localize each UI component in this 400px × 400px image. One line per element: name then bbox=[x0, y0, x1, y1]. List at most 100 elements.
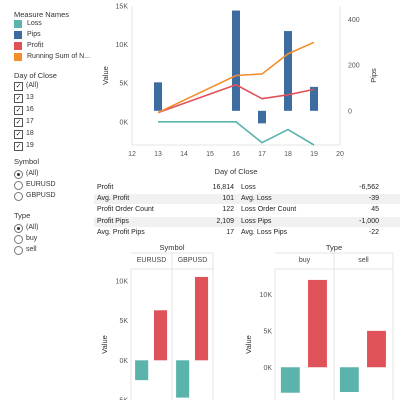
pips-bar bbox=[154, 82, 162, 111]
loss-bar bbox=[176, 360, 190, 398]
legend-item-label: Loss bbox=[27, 20, 42, 27]
type-filter-option-label: (All) bbox=[26, 224, 39, 231]
radio-button[interactable] bbox=[14, 170, 23, 179]
y-tick-label: 5K bbox=[119, 318, 128, 325]
pips-bar bbox=[310, 86, 318, 111]
y-tick-label: 0K bbox=[263, 365, 272, 372]
y-tick-label: 5K bbox=[263, 328, 272, 335]
series-line-loss bbox=[158, 121, 315, 146]
y-axis-title: Value bbox=[101, 66, 110, 85]
legend-swatch bbox=[14, 31, 22, 39]
type-bar-chart: Type buy sell 0K 5K 10K Value bbox=[244, 243, 394, 400]
chart-title: Symbol bbox=[159, 243, 184, 252]
x-tick-label: 14 bbox=[180, 151, 188, 158]
stat-row-band bbox=[94, 194, 400, 205]
chart-title: Type bbox=[326, 243, 342, 252]
x-axis-title: Day of Close bbox=[215, 167, 258, 176]
y2-axis-title: Pips bbox=[369, 68, 378, 83]
profit-bar bbox=[194, 276, 209, 361]
checkbox[interactable]: ✓ bbox=[14, 130, 23, 139]
type-filter-title: Type bbox=[14, 211, 31, 220]
stat-value: 45 bbox=[371, 206, 379, 214]
y2-tick-label: 0 bbox=[348, 108, 352, 115]
symbol-filter-option-label: (All) bbox=[26, 170, 39, 177]
y2-tick-label: 200 bbox=[348, 63, 360, 70]
x-tick-label: 13 bbox=[154, 151, 162, 158]
type-filter-option-label: buy bbox=[26, 235, 38, 242]
symbol-filter-option-label: GBPUSD bbox=[26, 192, 56, 199]
stat-value: 2,109 bbox=[216, 217, 234, 225]
x-tick-label: 15 bbox=[206, 151, 214, 158]
radio-button[interactable] bbox=[14, 192, 23, 201]
legend-swatch bbox=[14, 20, 22, 28]
stat-label: Avg. Loss bbox=[241, 195, 272, 203]
pips-bar bbox=[284, 31, 292, 111]
stat-value: 122 bbox=[222, 206, 234, 214]
profit-bar bbox=[367, 330, 386, 368]
symbol-bar-chart: Symbol EURUSD GBPUSD -5K 0K 5K 10K Value bbox=[100, 243, 214, 400]
x-tick-label: 17 bbox=[258, 151, 266, 158]
stat-value: 17 bbox=[226, 228, 234, 236]
profit-bar bbox=[153, 310, 168, 361]
stat-value: -22 bbox=[368, 228, 379, 236]
day-of-close-filter-title: Day of Close bbox=[14, 71, 57, 80]
checkbox[interactable]: ✓ bbox=[14, 106, 23, 115]
stat-label: Loss Order Count bbox=[241, 206, 297, 214]
stat-label: Profit Order Count bbox=[97, 206, 154, 214]
stat-label: Loss bbox=[241, 184, 256, 191]
radio-button[interactable] bbox=[14, 181, 23, 190]
checkbox[interactable]: ✓ bbox=[14, 82, 23, 91]
legend-item-label: Profit bbox=[27, 42, 44, 49]
day-filter-option-label: 18 bbox=[26, 130, 34, 137]
legend-swatch bbox=[14, 53, 22, 61]
y-tick-label: 5K bbox=[119, 81, 128, 88]
y-tick-label: 15K bbox=[116, 4, 129, 11]
legend-item-label: Running Sum of N... bbox=[27, 53, 91, 60]
legend-swatch bbox=[14, 42, 22, 50]
y-tick-label: 0K bbox=[119, 119, 128, 126]
y-tick-label: -5K bbox=[117, 398, 128, 400]
y-tick-label: 10K bbox=[116, 278, 129, 285]
x-tick-label: 16 bbox=[232, 151, 240, 158]
pips-bar bbox=[232, 10, 240, 111]
main-combo-chart: 0K 5K 10K 15K 0 200 400 12 13 14 15 16 17 18 19 20 Day o… bbox=[101, 4, 378, 177]
y-tick-label: 0K bbox=[119, 358, 128, 365]
x-tick-label: 12 bbox=[128, 151, 136, 158]
stat-row-band bbox=[94, 216, 400, 227]
loss-bar bbox=[339, 367, 359, 392]
checkbox[interactable]: ✓ bbox=[14, 142, 23, 151]
stat-value: -1,000 bbox=[359, 217, 379, 225]
panel-header-label: GBPUSD bbox=[178, 257, 208, 264]
series-line-running bbox=[157, 41, 315, 114]
y-tick-label: 10K bbox=[116, 42, 129, 49]
panel-header-label: sell bbox=[358, 257, 369, 264]
pips-bar bbox=[258, 110, 266, 124]
y-axis-title: Value bbox=[100, 335, 109, 354]
day-filter-option-label: 19 bbox=[26, 142, 34, 149]
y-axis-title: Value bbox=[244, 335, 253, 354]
loss-bar bbox=[135, 360, 149, 381]
radio-button[interactable] bbox=[14, 235, 23, 244]
legend-item-label: Pips bbox=[27, 31, 41, 38]
y-tick-label: 10K bbox=[260, 292, 273, 299]
checkbox[interactable]: ✓ bbox=[14, 94, 23, 103]
x-tick-label: 20 bbox=[336, 151, 344, 158]
day-filter-option-label: (All) bbox=[26, 82, 39, 89]
radio-button[interactable] bbox=[14, 246, 23, 255]
day-filter-option-label: 13 bbox=[26, 94, 34, 101]
profit-bar bbox=[308, 279, 327, 368]
stat-value: 101 bbox=[222, 195, 234, 203]
panel-header-label: EURUSD bbox=[137, 257, 167, 264]
y2-tick-label: 400 bbox=[348, 17, 360, 24]
radio-button[interactable] bbox=[14, 224, 23, 233]
symbol-filter-title: Symbol bbox=[14, 157, 40, 166]
panel-header-label: buy bbox=[299, 257, 311, 264]
stat-label: Avg. Loss Pips bbox=[241, 228, 288, 236]
loss-bar bbox=[280, 367, 300, 393]
day-filter-option-label: 17 bbox=[26, 118, 34, 125]
stat-label: Profit Pips bbox=[97, 217, 129, 225]
checkbox[interactable]: ✓ bbox=[14, 118, 23, 127]
stat-label: Profit bbox=[97, 184, 114, 191]
day-filter-option-label: 16 bbox=[26, 106, 34, 113]
stat-label: Loss Pips bbox=[241, 217, 272, 225]
